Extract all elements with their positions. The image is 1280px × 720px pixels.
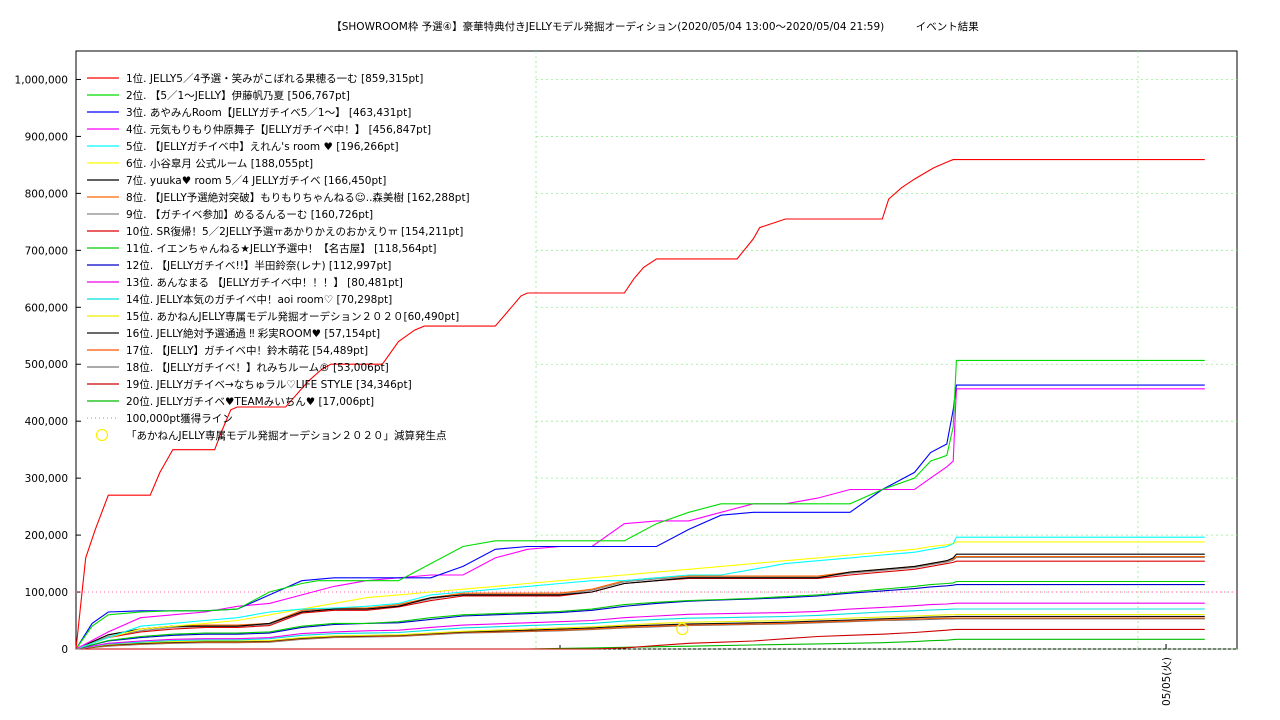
legend-entry: 7位. yuuka♥ room 5／4 JELLYガチイベ [166,450pt… bbox=[126, 174, 386, 187]
plot-area bbox=[75, 50, 1238, 650]
legend-entry: 8位. 【JELLY予選絶対突破】もりもりちゃんねる☺︎..森美樹 [162,2… bbox=[126, 191, 470, 204]
x-tick-label: 05/05(火) bbox=[1161, 657, 1173, 706]
y-tick-label: 700,000 bbox=[25, 245, 68, 257]
legend-entry: 19位. JELLYガチイベ→なちゅラル♡LIFE STYLE [34,346p… bbox=[126, 378, 412, 391]
legend-entry: 13位. あんなまる 【JELLYガチイベ中！！！】 [80,481pt] bbox=[126, 276, 403, 289]
series-line-6 bbox=[75, 541, 1205, 650]
series-line-19 bbox=[76, 628, 1205, 650]
legend-entry: 9位. 【ガチイベ参加】めるるんるーむ [160,726pt] bbox=[126, 208, 373, 221]
y-tick-label: 0 bbox=[61, 644, 68, 656]
legend-entry: 「あかねんJELLY専属モデル発掘オーデション２０２０」減算発生点 bbox=[126, 429, 446, 442]
legend-entry: 5位. 【JELLYガチイベ中】えれん's room ♥ [196,266pt] bbox=[126, 140, 399, 153]
legend-entry: 1位. JELLY5／4予選・笑みがこぼれる果穂る一む [859,315pt] bbox=[126, 72, 423, 85]
decrement-marker bbox=[676, 622, 689, 636]
legend-entry: 4位. 元気もりもり仲原舞子【JELLYガチイベ中！】 [456,847pt] bbox=[126, 123, 431, 136]
series-line-7 bbox=[75, 553, 1205, 650]
chart-title: 【SHOWROOM枠 予選④】豪華特典付きJELLYモデル発掘オーディション(2… bbox=[331, 20, 979, 33]
series-group bbox=[75, 159, 1205, 650]
y-tick-label: 500,000 bbox=[25, 359, 68, 371]
legend-entry: 14位. JELLY本気のガチイベ中！aoi room♡ [70,298pt] bbox=[126, 293, 392, 306]
series-line-1 bbox=[75, 159, 1205, 650]
series-line-16 bbox=[75, 615, 1205, 650]
legend-entry: 20位. JELLYガチイベ♥TEAMみいちん♥ [17,006pt] bbox=[126, 395, 374, 408]
series-line-5 bbox=[75, 536, 1205, 650]
series-line-11 bbox=[75, 580, 1205, 650]
y-tick-label: 400,000 bbox=[25, 416, 68, 428]
legend-marker-swatch bbox=[95, 428, 109, 442]
series-line-13 bbox=[75, 602, 1205, 650]
y-tick-label: 800,000 bbox=[25, 188, 68, 200]
legend: 1位. JELLY5／4予選・笑みがこぼれる果穂る一む [859,315pt] 2… bbox=[87, 72, 470, 442]
y-tick-label: 1,000,000 bbox=[15, 74, 68, 86]
legend-entry: 2位. 【5／1～JELLY】伊藤帆乃夏 [506,767pt] bbox=[126, 89, 350, 102]
legend-entry: 3位. あやみんRoom【JELLYガチイベ5／1〜】 [463,431pt] bbox=[126, 106, 411, 119]
y-tick-label: 100,000 bbox=[25, 587, 68, 599]
legend-entry: 18位. 【JELLYガチイベ！】れみちルーム® [53,006pt] bbox=[126, 361, 389, 374]
legend-entry: 100,000pt獲得ライン bbox=[126, 412, 233, 425]
series-line-17 bbox=[75, 617, 1205, 650]
y-tick-label: 600,000 bbox=[25, 302, 68, 314]
legend-entry: 15位. あかねんJELLY専属モデル発掘オーデション２０２０[60,490pt… bbox=[126, 310, 459, 323]
series-line-14 bbox=[75, 608, 1205, 650]
y-tick-label: 300,000 bbox=[25, 473, 68, 485]
x-axis: 05/05(火) bbox=[559, 644, 1173, 706]
legend-entry: 12位. 【JELLYガチイベ!!】半田鈴奈(レナ) [112,997pt] bbox=[126, 259, 391, 272]
y-tick-label: 900,000 bbox=[25, 131, 68, 143]
y-axis: 0 100,000 200,000 300,000 400,000 500,000 600,… bbox=[15, 74, 81, 656]
legend-entry: 16位. JELLY絶対予選通過 ‼︎ 彩実ROOM♥ [57,154pt] bbox=[126, 327, 380, 340]
legend-entry: 10位. SR復帰！5／2JELLY予選ㅠあかりかえのおかえりㅠ [154,21… bbox=[126, 225, 463, 238]
series-line-12 bbox=[75, 584, 1205, 650]
legend-entry: 11位. イエンちゃんねる★JELLY予選中！【名古屋】 [118,564pt] bbox=[126, 242, 437, 255]
series-line-2 bbox=[75, 359, 1205, 650]
legend-entry: 17位. 【JELLY】ガチイベ中！鈴木萌花 [54,489pt] bbox=[126, 344, 368, 357]
y-tick-label: 200,000 bbox=[25, 530, 68, 542]
markers-group bbox=[676, 622, 689, 636]
legend-entry: 6位. 小谷皐月 公式ルーム [188,055pt] bbox=[126, 157, 313, 170]
series-line-15 bbox=[75, 613, 1205, 650]
